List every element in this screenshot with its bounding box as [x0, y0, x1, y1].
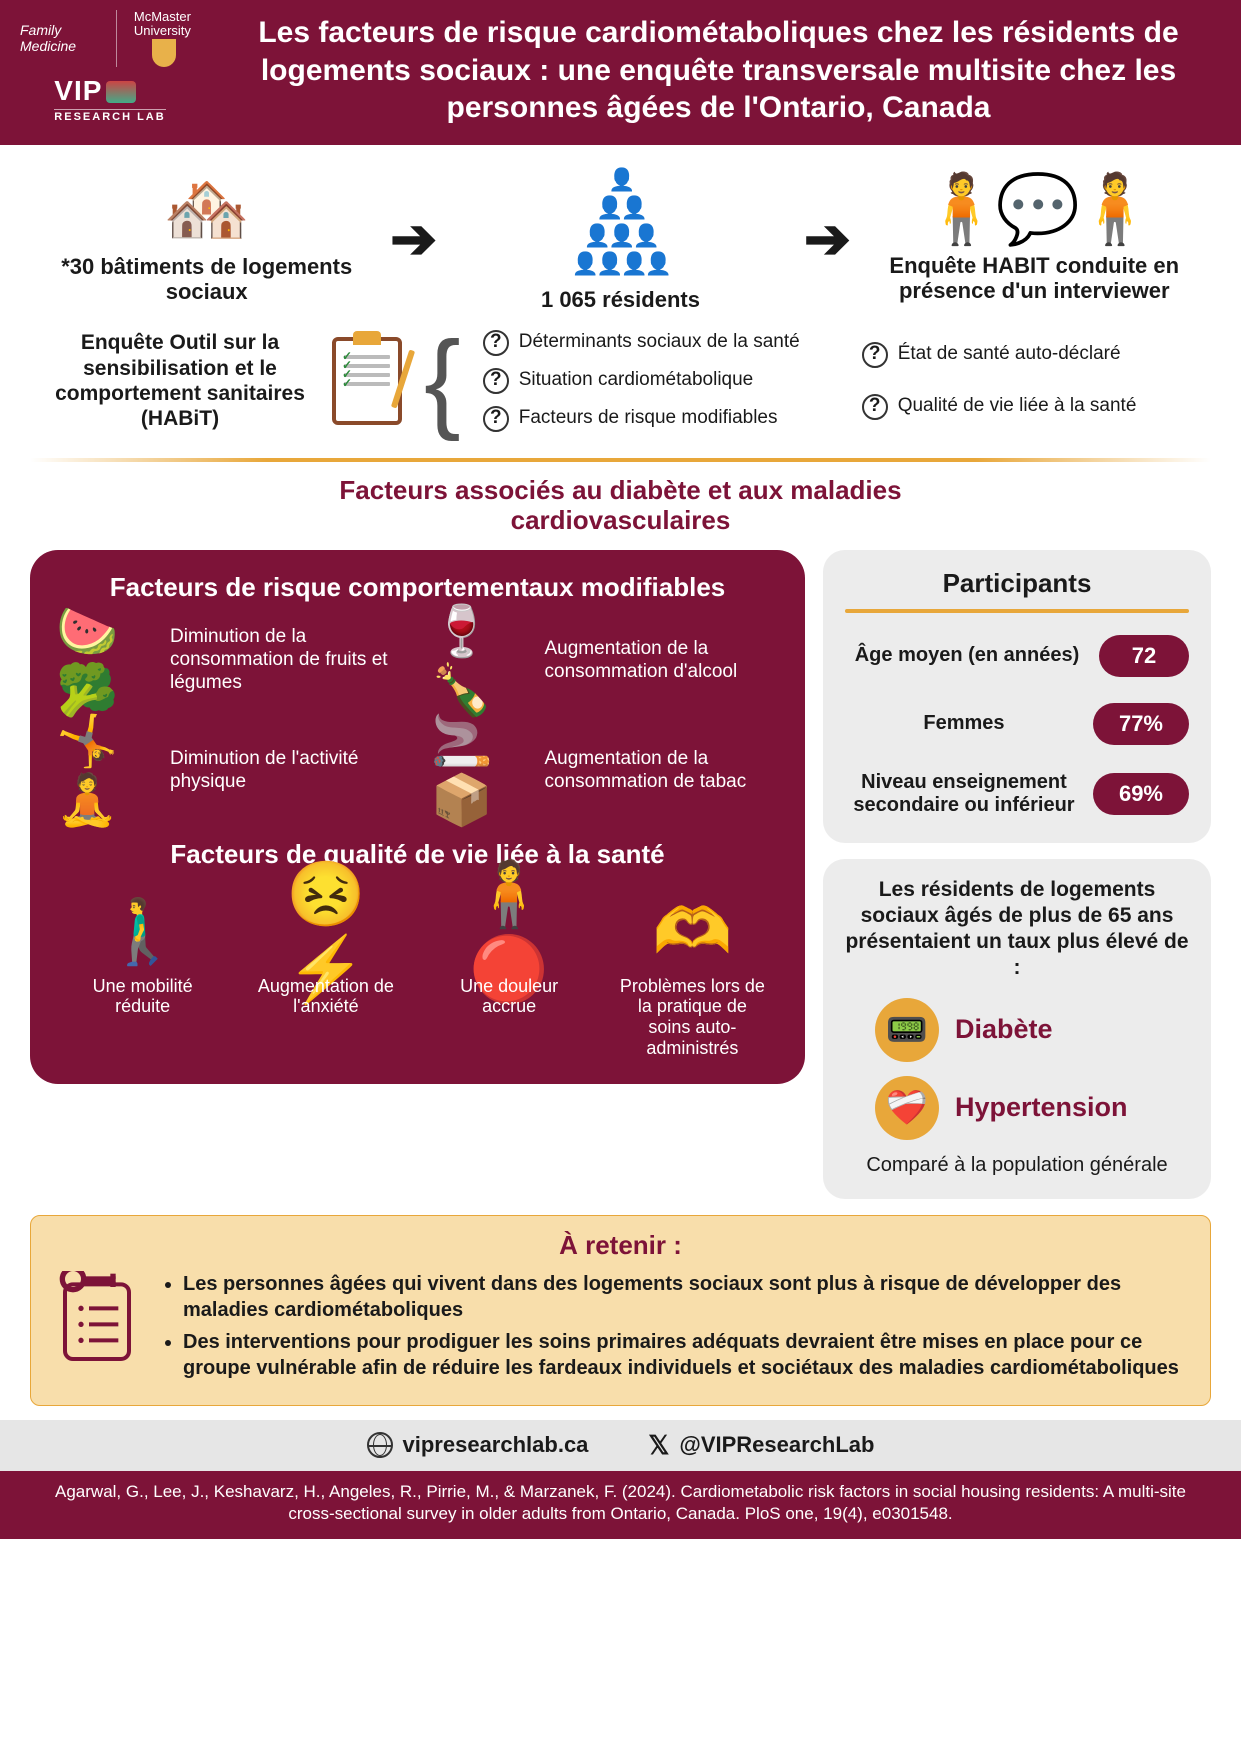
qol-text: Une mobilité réduite: [68, 976, 218, 1017]
associated-factors-title: Facteurs associés au diabète et aux mala…: [321, 476, 921, 536]
risk-item: 🤸🧘 Diminution de l'activité physique: [56, 731, 405, 811]
pain-icon: 🧍🔴: [434, 888, 584, 976]
citation: Agarwal, G., Lee, J., Keshavarz, H., Ang…: [0, 1471, 1241, 1539]
higher-rate-panel: Les résidents de logements sociaux âgés …: [823, 859, 1211, 1199]
footer-bar: vipresearchlab.ca 𝕏@VIPResearchLab: [0, 1420, 1241, 1471]
participant-label: Femmes: [845, 712, 1083, 735]
retain-title: À retenir :: [57, 1230, 1184, 1261]
twitter-link[interactable]: 𝕏@VIPResearchLab: [648, 1430, 874, 1461]
qol-text: Problèmes lors de la pratique de soins a…: [617, 976, 767, 1059]
study-flow: 🏘️ *30 bâtiments de logements sociaux ➔ …: [0, 145, 1241, 320]
risk-panel-title: Facteurs de risque comportementaux modif…: [56, 572, 779, 603]
risk-factors-panel: Facteurs de risque comportementaux modif…: [30, 550, 805, 1085]
building-icon: 🏘️: [57, 174, 357, 244]
divider: [30, 458, 1211, 462]
question-icon: ?: [483, 330, 509, 356]
participant-label: Âge moyen (en années): [845, 644, 1089, 667]
header: Family Medicine McMaster University VIP …: [0, 0, 1241, 145]
risk-item: 🚬📦 Augmentation de la consommation de ta…: [431, 731, 780, 811]
divider: [845, 609, 1189, 613]
question-icon: ?: [862, 342, 888, 368]
question-icon: ?: [862, 394, 888, 420]
shield-icon: [152, 39, 176, 67]
vip-shield-icon: [106, 81, 136, 103]
alcohol-icon: 🍷🍾: [431, 621, 531, 701]
condition-row: 📟 Diabète: [875, 998, 1189, 1062]
habit-label: Enquête Outil sur la sensibilisation et …: [50, 330, 310, 431]
habit-topic: ?Qualité de vie liée à la santé: [862, 394, 1137, 420]
flow-step-buildings: 🏘️ *30 bâtiments de logements sociaux: [57, 174, 357, 305]
key-takeaways-panel: À retenir : Les personnes âgées qui vive…: [30, 1215, 1211, 1406]
diabetes-icon: 📟: [875, 998, 939, 1062]
family-medicine-logo: Family Medicine: [20, 22, 106, 54]
selfcare-icon: 🫶: [617, 888, 767, 976]
habit-topic: ?Déterminants sociaux de la santé: [483, 330, 800, 356]
qol-item: 😣⚡ Augmentation de l'anxiété: [251, 888, 401, 1059]
qol-item: 🚶‍♂️ Une mobilité réduite: [68, 888, 218, 1059]
participant-row: Femmes 77%: [845, 703, 1189, 745]
flow-caption-1: *30 bâtiments de logements sociaux: [57, 254, 357, 305]
habit-topic: ?Situation cardiométabolique: [483, 368, 800, 394]
flow-step-residents: 👤👤👤👤👤👤👤👤👤👤 1 065 résidents: [470, 167, 770, 312]
condition-label: Diabète: [955, 1014, 1053, 1045]
habit-section: Enquête Outil sur la sensibilisation et …: [0, 320, 1241, 458]
higher-rate-lead: Les résidents de logements sociaux âgés …: [845, 877, 1189, 982]
habit-topics-col2: ?État de santé auto-déclaré ?Qualité de …: [862, 342, 1137, 420]
anxiety-icon: 😣⚡: [251, 888, 401, 976]
risk-text: Diminution de l'activité physique: [170, 748, 405, 794]
qol-item: 🧍🔴 Une douleur accrue: [434, 888, 584, 1059]
condition-label: Hypertension: [955, 1092, 1128, 1123]
clipboard-icon: [332, 337, 402, 425]
page-title: Les facteurs de risque cardiométabolique…: [216, 10, 1221, 127]
pencil-icon: [391, 349, 415, 408]
risk-item: 🍷🍾 Augmentation de la consommation d'alc…: [431, 621, 780, 701]
habit-topics-col1: ?Déterminants sociaux de la santé ?Situa…: [483, 330, 800, 432]
habit-topic: ?Facteurs de risque modifiables: [483, 406, 800, 432]
compare-text: Comparé à la population générale: [845, 1154, 1189, 1177]
retain-list: Les personnes âgées qui vivent dans des …: [161, 1271, 1184, 1387]
bracket-icon: {: [424, 337, 461, 425]
qol-panel-title: Facteurs de qualité de vie liée à la san…: [56, 839, 779, 870]
interview-icon: 🧍💬🧍: [884, 175, 1184, 243]
participant-value: 69%: [1093, 773, 1189, 815]
retain-bullet: Des interventions pour prodiguer les soi…: [183, 1329, 1184, 1381]
participant-label: Niveau enseignement secondaire ou inféri…: [845, 771, 1083, 817]
website-link[interactable]: vipresearchlab.ca: [367, 1430, 589, 1461]
globe-icon: [367, 1432, 393, 1458]
participant-row: Niveau enseignement secondaire ou inféri…: [845, 771, 1189, 817]
participant-value: 77%: [1093, 703, 1189, 745]
habit-topic: ?État de santé auto-déclaré: [862, 342, 1137, 368]
condition-row: ❤️‍🩹 Hypertension: [875, 1076, 1189, 1140]
mobility-icon: 🚶‍♂️: [68, 888, 218, 976]
activity-icon: 🤸🧘: [56, 731, 156, 811]
people-pyramid-icon: 👤👤👤👤👤👤👤👤👤👤: [470, 167, 770, 277]
main-grid: Facteurs de risque comportementaux modif…: [0, 550, 1241, 1215]
x-icon: 𝕏: [648, 1430, 669, 1461]
question-icon: ?: [483, 368, 509, 394]
risk-text: Augmentation de la consommation d'alcool: [545, 638, 780, 684]
mcmaster-logo: McMaster University: [116, 10, 200, 67]
flow-step-interview: 🧍💬🧍 Enquête HABIT conduite en présence d…: [884, 175, 1184, 304]
retain-bullet: Les personnes âgées qui vivent dans des …: [183, 1271, 1184, 1323]
qol-item: 🫶 Problèmes lors de la pratique de soins…: [617, 888, 767, 1059]
participant-row: Âge moyen (en années) 72: [845, 635, 1189, 677]
arrow-icon: ➔: [804, 206, 851, 272]
tobacco-icon: 🚬📦: [431, 731, 531, 811]
header-logos: Family Medicine McMaster University VIP …: [20, 10, 200, 123]
flow-caption-2: 1 065 résidents: [470, 287, 770, 312]
arrow-icon: ➔: [390, 206, 437, 272]
key-clipboard-icon: [57, 1271, 137, 1369]
participants-title: Participants: [845, 568, 1189, 599]
risk-item: 🍉🥦 Diminution de la consommation de frui…: [56, 621, 405, 701]
vip-logo: VIP RESEARCH LAB: [54, 75, 165, 123]
participants-panel: Participants Âge moyen (en années) 72 Fe…: [823, 550, 1211, 843]
risk-text: Diminution de la consommation de fruits …: [170, 626, 405, 694]
participant-value: 72: [1099, 635, 1189, 677]
hypertension-icon: ❤️‍🩹: [875, 1076, 939, 1140]
fruits-icon: 🍉🥦: [56, 621, 156, 701]
flow-caption-3: Enquête HABIT conduite en présence d'un …: [884, 253, 1184, 304]
question-icon: ?: [483, 406, 509, 432]
risk-text: Augmentation de la consommation de tabac: [545, 748, 780, 794]
